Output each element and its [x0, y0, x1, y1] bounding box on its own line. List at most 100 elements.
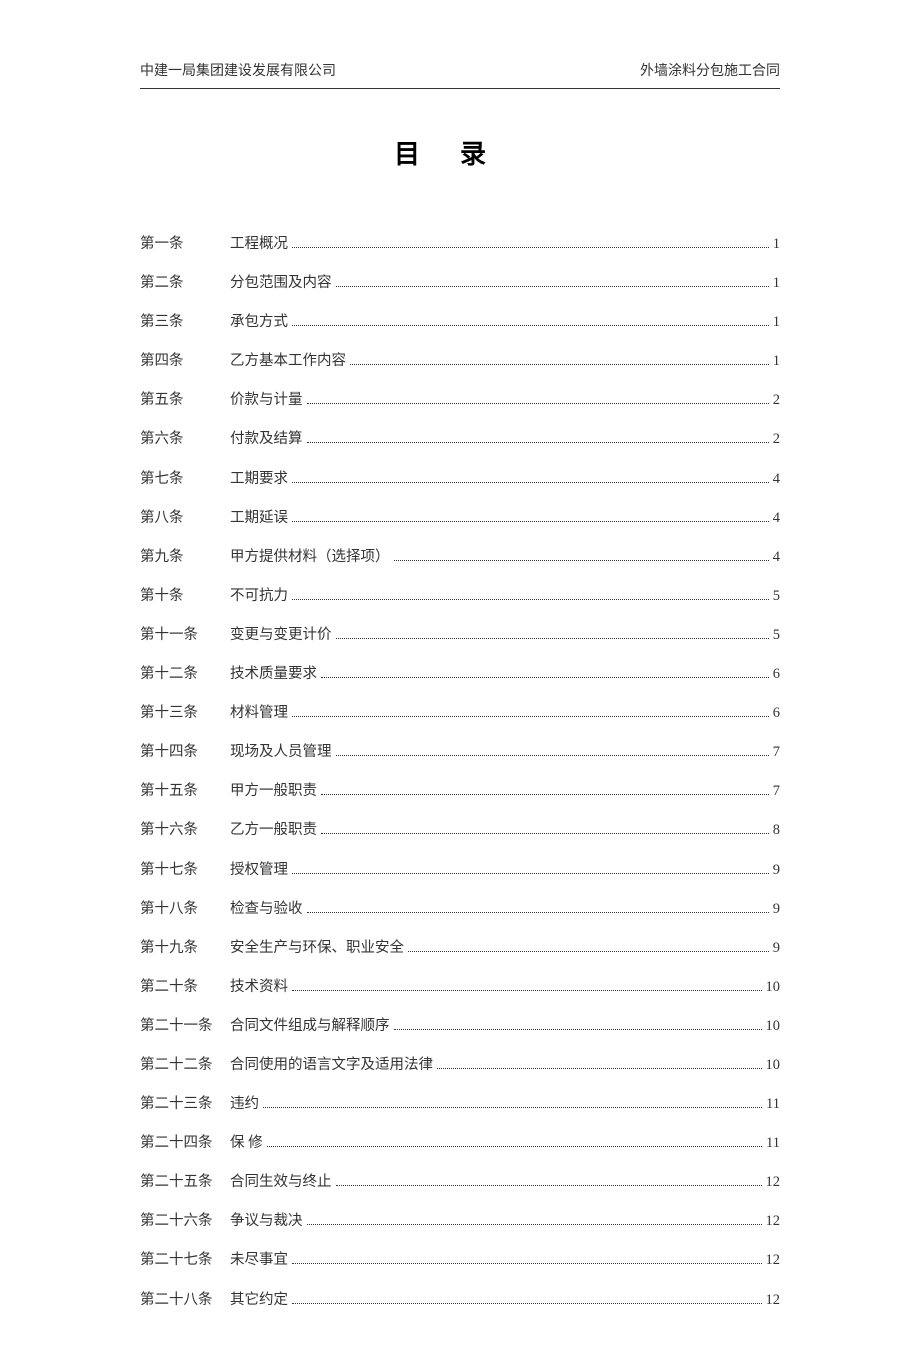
- toc-entry-title: 合同文件组成与解释顺序: [230, 1013, 390, 1039]
- toc-entry-title: 违约: [230, 1091, 259, 1117]
- toc-page-number: 9: [773, 935, 780, 961]
- toc-page-number: 9: [773, 857, 780, 883]
- toc-page-number: 4: [773, 466, 780, 492]
- toc-row: 第十二条技术质量要求6: [140, 661, 780, 687]
- toc-article-label: 第三条: [140, 309, 230, 335]
- toc-entry-wrap: 合同使用的语言文字及适用法律10: [230, 1052, 780, 1078]
- toc-entry-wrap: 甲方一般职责7: [230, 778, 780, 804]
- toc-article-label: 第一条: [140, 231, 230, 257]
- toc-article-label: 第九条: [140, 544, 230, 570]
- toc-article-label: 第十六条: [140, 817, 230, 843]
- toc-leader-dots: [321, 677, 769, 678]
- toc-entry-wrap: 付款及结算 2: [230, 426, 780, 452]
- toc-leader-dots: [307, 1224, 762, 1225]
- toc-article-label: 第二条: [140, 270, 230, 296]
- toc-leader-dots: [263, 1107, 762, 1108]
- toc-entry-wrap: 未尽事宜12: [230, 1247, 780, 1273]
- toc-leader-dots: [321, 794, 769, 795]
- toc-leader-dots: [292, 1303, 762, 1304]
- toc-leader-dots: [307, 912, 769, 913]
- toc-entry-title: 未尽事宜: [230, 1247, 288, 1273]
- toc-entry-wrap: 甲方提供材料（选择项）4: [230, 544, 780, 570]
- toc-page-number: 4: [773, 505, 780, 531]
- toc-article-label: 第十九条: [140, 935, 230, 961]
- toc-row: 第三条承包方式1: [140, 309, 780, 335]
- toc-leader-dots: [292, 716, 769, 717]
- toc-entry-title: 变更与变更计价: [230, 622, 332, 648]
- toc-row: 第二十一条合同文件组成与解释顺序10: [140, 1013, 780, 1039]
- toc-row: 第二十七条未尽事宜12: [140, 1247, 780, 1273]
- toc-entry-title: 不可抗力: [230, 583, 288, 609]
- toc-entry-title: 承包方式: [230, 309, 288, 335]
- toc-leader-dots: [292, 521, 769, 522]
- toc-article-label: 第十五条: [140, 778, 230, 804]
- toc-entry-title: 保 修: [230, 1130, 263, 1156]
- toc-entry-wrap: 其它约定12: [230, 1287, 780, 1313]
- toc-leader-dots: [336, 1185, 762, 1186]
- toc-row: 第十七条授权管理9: [140, 857, 780, 883]
- toc-leader-dots: [307, 442, 769, 443]
- header-left: 中建一局集团建设发展有限公司: [140, 60, 336, 80]
- toc-article-label: 第二十一条: [140, 1013, 230, 1039]
- toc-row: 第十四条现场及人员管理7: [140, 739, 780, 765]
- toc-entry-title: 安全生产与环保、职业安全: [230, 935, 404, 961]
- toc-article-label: 第二十四条: [140, 1130, 230, 1156]
- toc-entry-wrap: 合同生效与终止 12: [230, 1169, 780, 1195]
- toc-entry-title: 分包范围及内容: [230, 270, 332, 296]
- toc-entry-title: 付款及结算: [230, 426, 303, 452]
- toc-entry-title: 现场及人员管理: [230, 739, 332, 765]
- toc-entry-wrap: 变更与变更计价 5: [230, 622, 780, 648]
- toc-page-number: 1: [773, 348, 780, 374]
- toc-entry-title: 合同生效与终止: [230, 1169, 332, 1195]
- toc-entry-wrap: 保 修11: [230, 1130, 780, 1156]
- toc-entry-title: 检查与验收: [230, 896, 303, 922]
- toc-row: 第二十二条合同使用的语言文字及适用法律10: [140, 1052, 780, 1078]
- toc-leader-dots: [292, 990, 762, 991]
- toc-page-number: 7: [773, 739, 780, 765]
- toc-article-label: 第二十二条: [140, 1052, 230, 1078]
- toc-page-number: 2: [773, 387, 780, 413]
- document-page: 中建一局集团建设发展有限公司 外墙涂料分包施工合同 目录 第一条工程概况 1 第二条…: [0, 0, 920, 1366]
- toc-page-number: 10: [766, 1052, 781, 1078]
- toc-entry-title: 工程概况: [230, 231, 288, 257]
- toc-entry-wrap: 乙方基本工作内容1: [230, 348, 780, 374]
- toc-row: 第十五条甲方一般职责7: [140, 778, 780, 804]
- toc-article-label: 第七条: [140, 466, 230, 492]
- toc-row: 第六条付款及结算2: [140, 426, 780, 452]
- toc-row: 第二十五条合同生效与终止 12: [140, 1169, 780, 1195]
- header-right: 外墙涂料分包施工合同: [640, 60, 780, 80]
- toc-entry-wrap: 乙方一般职责8: [230, 817, 780, 843]
- toc-entry-wrap: 价款与计量2: [230, 387, 780, 413]
- toc-entry-wrap: 分包范围及内容 1: [230, 270, 780, 296]
- toc-article-label: 第二十三条: [140, 1091, 230, 1117]
- toc-leader-dots: [292, 873, 769, 874]
- toc-entry-wrap: 材料管理6: [230, 700, 780, 726]
- toc-article-label: 第十条: [140, 583, 230, 609]
- toc-article-label: 第二十五条: [140, 1169, 230, 1195]
- toc-page-number: 5: [773, 583, 780, 609]
- toc-entry-title: 争议与裁决: [230, 1208, 303, 1234]
- toc-article-label: 第二十六条: [140, 1208, 230, 1234]
- toc-row: 第十条不可抗力 5: [140, 583, 780, 609]
- toc-entry-wrap: 技术资料10: [230, 974, 780, 1000]
- toc-page-number: 1: [773, 270, 780, 296]
- toc-leader-dots: [336, 286, 769, 287]
- toc-leader-dots: [307, 403, 769, 404]
- toc-row: 第十三条材料管理6: [140, 700, 780, 726]
- toc-page-number: 5: [773, 622, 780, 648]
- toc-entry-title: 其它约定: [230, 1287, 288, 1313]
- toc-page-number: 2: [773, 426, 780, 452]
- toc-row: 第七条工期要求4: [140, 466, 780, 492]
- toc-row: 第四条乙方基本工作内容1: [140, 348, 780, 374]
- toc-page-number: 6: [773, 700, 780, 726]
- toc-page-number: 12: [766, 1169, 781, 1195]
- page-title: 目录: [140, 134, 780, 171]
- toc-page-number: 1: [773, 231, 780, 257]
- toc-page-number: 12: [766, 1208, 781, 1234]
- toc-row: 第二十六条争议与裁决 12: [140, 1208, 780, 1234]
- toc-entry-wrap: 工期延误4: [230, 505, 780, 531]
- toc-entry-title: 甲方一般职责: [230, 778, 317, 804]
- toc-entry-wrap: 现场及人员管理 7: [230, 739, 780, 765]
- toc-entry-title: 技术资料: [230, 974, 288, 1000]
- toc-entry-wrap: 争议与裁决 12: [230, 1208, 780, 1234]
